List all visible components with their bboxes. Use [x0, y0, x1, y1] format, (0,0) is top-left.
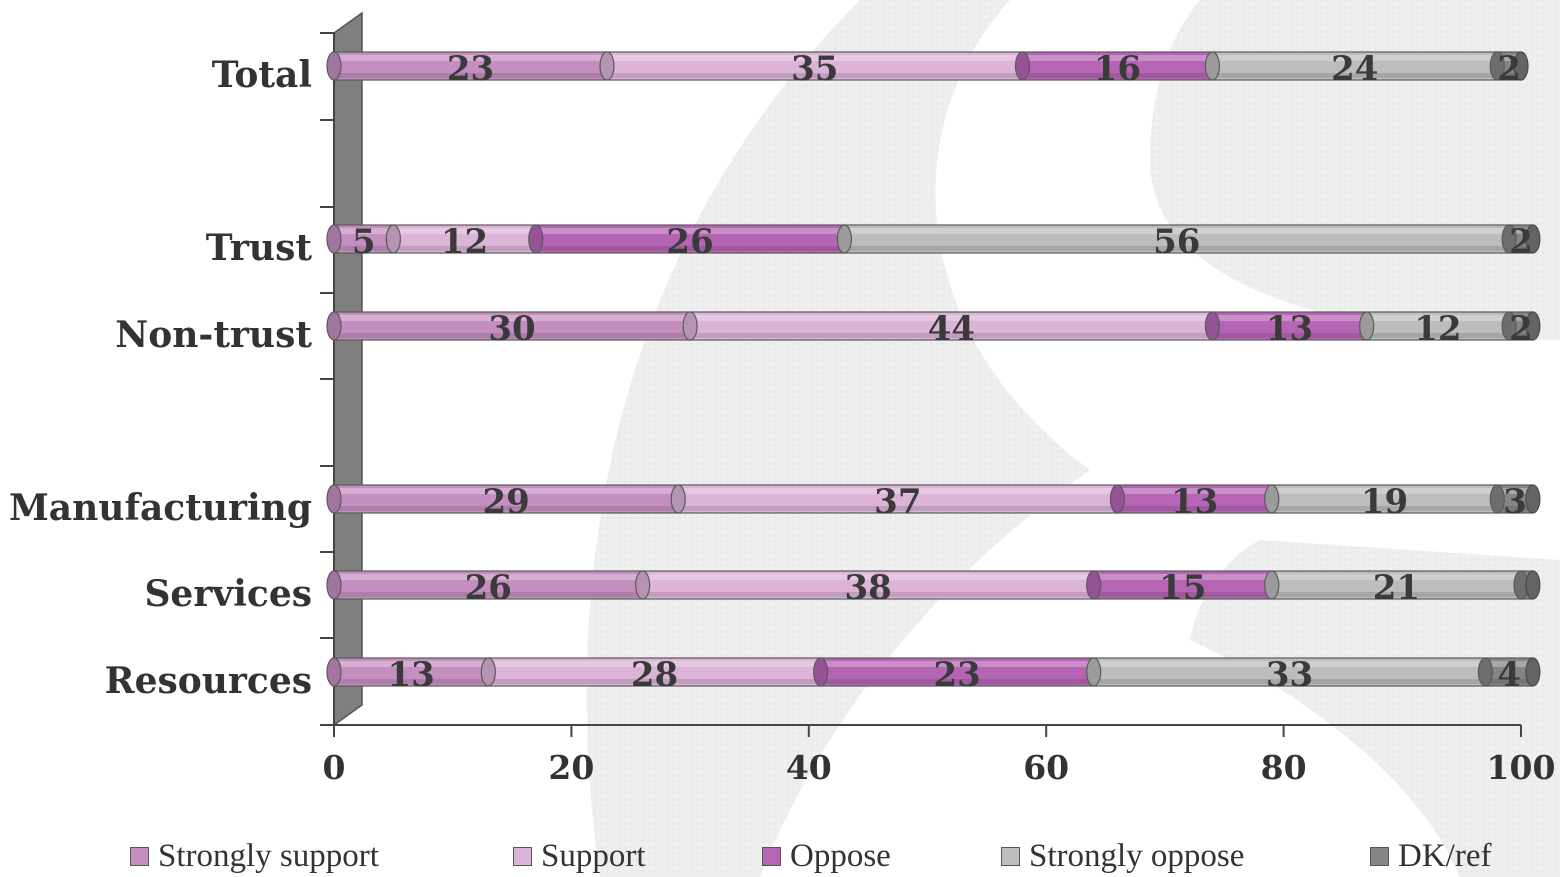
category-label: Non-trust — [115, 314, 312, 356]
x-tick-label: 40 — [786, 748, 832, 787]
bar-segment-strongly-support — [326, 311, 691, 341]
data-label: 33 — [1266, 655, 1313, 695]
bar-segment-support — [480, 657, 822, 687]
data-label: 13 — [1266, 309, 1313, 349]
data-label: 12 — [1414, 309, 1461, 349]
legend-swatch-dk-ref — [1370, 846, 1389, 866]
bar-end-cap — [1525, 484, 1541, 514]
bar-segment-oppose — [1109, 484, 1273, 514]
data-label: 3 — [1503, 482, 1527, 522]
bar-end-cap — [1525, 570, 1541, 600]
legend-item-oppose: Oppose — [762, 836, 891, 876]
bar-segment-oppose — [813, 657, 1095, 687]
data-label: 15 — [1159, 568, 1206, 608]
legend-swatch-strongly-support — [130, 846, 149, 866]
chart-legend: Strongly support Support Oppose Strongly… — [0, 832, 1560, 877]
legend-swatch-oppose — [762, 846, 781, 866]
legend-label: Oppose — [790, 837, 891, 874]
legend-label: Support — [541, 837, 646, 874]
bar-end-cap — [1525, 224, 1541, 254]
data-label: 13 — [387, 655, 434, 695]
bar-segment-support — [635, 570, 1095, 600]
bar-segment-support — [670, 484, 1119, 514]
data-label: 30 — [488, 309, 535, 349]
x-tick-label: 60 — [1023, 748, 1069, 787]
data-label: 28 — [631, 655, 678, 695]
data-label: 23 — [447, 49, 494, 89]
data-label: 4 — [1497, 655, 1521, 695]
bar-segment-oppose — [528, 224, 846, 254]
bar-segment-dk-ref — [1477, 657, 1534, 687]
category-label: Services — [144, 573, 312, 615]
data-label: 16 — [1094, 49, 1141, 89]
bar-segment-strongly-oppose — [1359, 311, 1510, 341]
bar-segment-strongly-oppose — [1264, 484, 1498, 514]
data-label: 12 — [441, 222, 488, 262]
bar-segment-strongly-oppose — [1086, 657, 1486, 687]
bar-segment-strongly-support — [326, 51, 608, 81]
legend-item-strongly-oppose: Strongly oppose — [1001, 836, 1244, 876]
bar-segment-oppose — [1014, 51, 1213, 81]
bar-segment-support — [682, 311, 1213, 341]
data-label: 44 — [928, 309, 975, 349]
bars — [326, 51, 1541, 687]
labels: 0 20 40 60 80 100 Total Trust Non-trust Manufactu… — [9, 49, 1555, 787]
x-tick-label: 20 — [548, 748, 594, 787]
legend-item-strongly-support: Strongly support — [130, 836, 379, 876]
category-label: Total — [212, 54, 312, 96]
bar-segment-strongly-oppose — [1264, 570, 1522, 600]
data-label: 26 — [666, 222, 713, 262]
background-watermark — [586, 0, 1560, 877]
data-label: 29 — [482, 482, 529, 522]
data-label: 2 — [1497, 49, 1521, 89]
bar-end-cap — [1513, 51, 1529, 81]
category-label: Trust — [206, 227, 313, 269]
bar-end-cap — [1525, 657, 1541, 687]
bar-segment-support — [599, 51, 1024, 81]
data-label: 5 — [352, 222, 376, 262]
data-label: 56 — [1153, 222, 1200, 262]
category-label: Manufacturing — [9, 487, 312, 529]
bar-end-cap — [1525, 311, 1541, 341]
category-label: Resources — [105, 660, 312, 702]
bar-segment-oppose — [1204, 311, 1368, 341]
legend-label: DK/ref — [1398, 837, 1492, 874]
legend-item-support: Support — [513, 836, 646, 876]
data-label: 23 — [934, 655, 981, 695]
axes — [320, 11, 1522, 737]
data-label: 19 — [1361, 482, 1408, 522]
bar-segment-strongly-support — [326, 657, 489, 687]
data-label: 2 — [1509, 222, 1533, 262]
data-label: 26 — [465, 568, 512, 608]
x-tick-label: 100 — [1487, 748, 1556, 787]
data-label: 13 — [1171, 482, 1218, 522]
x-tick-label: 80 — [1261, 748, 1307, 787]
data-label: 35 — [791, 49, 838, 89]
data-label: 21 — [1373, 568, 1420, 608]
bar-segment-support — [385, 224, 537, 254]
x-tick-label: 0 — [323, 748, 346, 787]
bar-segment-oppose — [1086, 570, 1273, 600]
bar-segment-strongly-support — [326, 570, 644, 600]
data-label: 37 — [874, 482, 921, 522]
data-label: 24 — [1331, 49, 1378, 89]
legend-swatch-strongly-oppose — [1001, 846, 1020, 866]
bar-segment-strongly-oppose — [1204, 51, 1498, 81]
bar-segment-strongly-oppose — [836, 224, 1510, 254]
legend-item-dk-ref: DK/ref — [1370, 836, 1491, 876]
legend-label: Strongly support — [158, 837, 379, 874]
bar-segment-strongly-support — [326, 484, 679, 514]
legend-label: Strongly oppose — [1029, 837, 1245, 874]
legend-swatch-support — [513, 846, 532, 866]
data-label: 2 — [1509, 309, 1533, 349]
axis-side-wall — [333, 11, 363, 727]
data-label: 38 — [844, 568, 891, 608]
